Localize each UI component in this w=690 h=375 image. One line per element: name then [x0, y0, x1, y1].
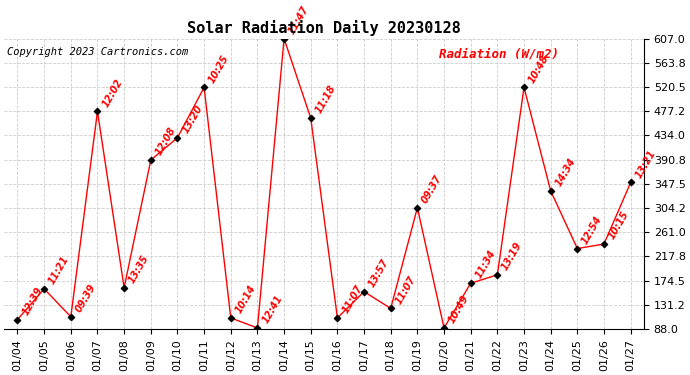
Point [172, 135, 183, 141]
Point [12, 316, 23, 322]
Text: 12:39: 12:39 [20, 285, 44, 317]
Title: Solar Radiation Daily 20230128: Solar Radiation Daily 20230128 [187, 20, 461, 36]
Point [279, 36, 290, 42]
Point [385, 305, 396, 311]
Text: 09:37: 09:37 [420, 173, 444, 205]
Point [598, 241, 609, 247]
Point [545, 188, 556, 194]
Text: 12:02: 12:02 [100, 77, 124, 109]
Point [305, 115, 316, 121]
Text: Copyright 2023 Cartronics.com: Copyright 2023 Cartronics.com [8, 47, 188, 57]
Text: Radiation (W/m2): Radiation (W/m2) [440, 47, 559, 60]
Point [332, 315, 343, 321]
Text: 10:14: 10:14 [233, 284, 257, 315]
Point [225, 315, 236, 321]
Point [199, 84, 210, 90]
Text: 13:19: 13:19 [500, 240, 524, 272]
Text: 11:07: 11:07 [340, 284, 364, 315]
Text: 12:41: 12:41 [260, 294, 284, 325]
Text: 11:07: 11:07 [393, 274, 417, 306]
Text: 12:54: 12:54 [580, 214, 604, 246]
Point [412, 205, 423, 211]
Text: 11:18: 11:18 [313, 84, 337, 116]
Point [465, 280, 476, 286]
Text: 13:21: 13:21 [633, 148, 658, 180]
Text: 11:21: 11:21 [47, 254, 71, 286]
Text: 13:57: 13:57 [367, 257, 391, 289]
Point [146, 157, 157, 163]
Text: 12:08: 12:08 [154, 126, 177, 158]
Text: 10:25: 10:25 [207, 53, 231, 85]
Point [92, 108, 103, 114]
Text: 13:35: 13:35 [127, 253, 151, 285]
Text: 09:39: 09:39 [74, 282, 98, 314]
Point [119, 285, 130, 291]
Point [66, 314, 77, 320]
Point [39, 286, 50, 292]
Text: 11:34: 11:34 [473, 249, 497, 280]
Point [492, 272, 503, 278]
Point [625, 180, 636, 186]
Text: 11:47: 11:47 [287, 4, 311, 36]
Text: 13:20: 13:20 [180, 103, 204, 135]
Text: 10:49: 10:49 [447, 294, 471, 325]
Text: 10:15: 10:15 [607, 210, 631, 241]
Point [518, 84, 529, 90]
Point [572, 246, 583, 252]
Text: 14:34: 14:34 [553, 156, 578, 188]
Point [439, 325, 450, 331]
Point [359, 289, 370, 295]
Point [252, 325, 263, 331]
Text: 10:48: 10:48 [526, 53, 551, 85]
